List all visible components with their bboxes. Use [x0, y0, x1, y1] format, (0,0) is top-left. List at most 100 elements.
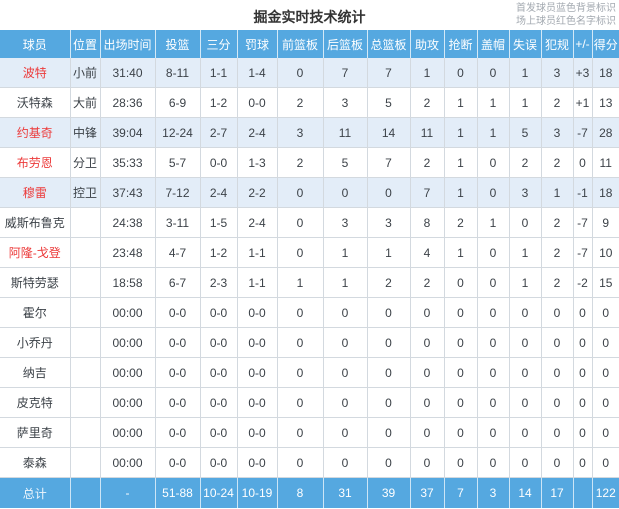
stat-cell: 3: [508, 177, 542, 208]
stat-cell: 00:00: [99, 447, 156, 478]
column-header: 三分: [199, 30, 237, 58]
stat-cell: 37:43: [99, 177, 156, 208]
stat-cell: +1: [572, 87, 593, 118]
stat-cell: 0: [591, 447, 619, 478]
total-row: 总计 -51-88 10-24 10-19 8 31 39 37 7 3 14 17 122: [0, 477, 619, 508]
stat-cell: 15: [591, 267, 619, 298]
player-name: 穆雷: [0, 177, 71, 208]
stat-cell: 3: [322, 87, 368, 118]
stat-cell: 0: [591, 417, 619, 448]
stat-cell: 0: [540, 327, 574, 358]
stat-cell: 0: [276, 58, 324, 88]
stat-cell: 2: [409, 87, 445, 118]
stat-cell: 0-0: [154, 417, 201, 448]
player-row: 波特 小前 31:40 8-11 1-1 1-4 0 7 7 1 0 0 1 3 +3 18: [0, 58, 619, 88]
player-name: 霍尔: [0, 297, 71, 328]
stat-cell: 0: [508, 357, 542, 388]
stat-cell: 大前: [69, 87, 101, 118]
total-stat-cell: 3: [476, 477, 509, 508]
stat-cell: 0: [508, 447, 542, 478]
stat-cell: 1: [476, 207, 510, 238]
stat-cell: 2: [443, 207, 478, 238]
stat-cell: 13: [591, 87, 619, 118]
stat-cell: 7: [366, 58, 411, 88]
legend-line-starters: 首发球员蓝色背景标识: [516, 3, 616, 14]
stat-cell: 0-0: [154, 357, 201, 388]
stat-cell: 3: [366, 207, 411, 238]
stat-cell: 0: [276, 207, 324, 238]
total-stat-cell: [572, 477, 592, 508]
stat-cell: 1: [443, 147, 478, 178]
title-bar: 掘金实时技术统计 首发球员蓝色背景标识 场上球员红色名字标识: [0, 0, 619, 30]
stat-cell: 1: [540, 177, 574, 208]
column-header: 出场时间: [99, 30, 155, 58]
stat-cell: 0: [366, 417, 411, 448]
stat-cell: 0: [366, 447, 411, 478]
stat-cell: 0: [591, 327, 619, 358]
total-stat-cell: 17: [540, 477, 573, 508]
stat-cell: 39:04: [99, 117, 156, 148]
stat-cell: 0: [540, 417, 574, 448]
total-stat-cell: [69, 477, 100, 508]
stat-cell: 4: [409, 237, 445, 268]
stat-cell: 0: [322, 447, 368, 478]
stat-cell: 0: [508, 327, 542, 358]
stat-cell: 2: [409, 267, 445, 298]
player-name: 波特: [0, 58, 71, 88]
stat-cell: 28: [591, 117, 619, 148]
stat-cell: 中锋: [69, 117, 101, 148]
player-row: 穆雷 控卫 37:43 7-12 2-4 2-2 0 0 0 7 1 0 3 1 -1 18: [0, 177, 619, 208]
stat-cell: -7: [572, 117, 593, 148]
stat-cell: 0: [572, 387, 593, 418]
stat-cell: 0-0: [154, 297, 201, 328]
stat-cell: 1-2: [199, 237, 238, 268]
stat-cell: 1: [443, 177, 478, 208]
player-row: 沃特森 大前 28:36 6-9 1-2 0-0 2 3 5 2 1 1 1 2 +1 13: [0, 87, 619, 118]
stat-cell: 控卫: [69, 177, 101, 208]
stat-cell: 0-0: [236, 387, 278, 418]
stat-cell: 0: [572, 417, 593, 448]
player-name: 萨里奇: [0, 417, 71, 448]
stat-cell: 0-0: [236, 327, 278, 358]
stat-cell: 0-0: [236, 417, 278, 448]
stat-cell: 0: [443, 357, 478, 388]
stat-cell: 1-1: [199, 58, 238, 88]
stat-cell: 6-7: [154, 267, 201, 298]
stat-cell: 2: [409, 147, 445, 178]
column-header: 失误: [508, 30, 541, 58]
stat-cell: [69, 267, 101, 298]
player-row: 约基奇 中锋 39:04 12-24 2-7 2-4 3 11 14 11 1 1 5 3 -7 28: [0, 117, 619, 148]
stat-cell: 23:48: [99, 237, 156, 268]
player-name: 阿隆-戈登: [0, 237, 71, 268]
legend: 首发球员蓝色背景标识 场上球员红色名字标识: [516, 2, 616, 28]
stat-cell: [69, 327, 101, 358]
stat-cell: 0: [322, 297, 368, 328]
stat-cell: [69, 297, 101, 328]
stat-cell: 1-3: [236, 147, 278, 178]
stat-cell: 0: [409, 447, 445, 478]
total-stat-cell: 14: [508, 477, 541, 508]
stat-cell: 1: [409, 58, 445, 88]
stat-cell: [69, 207, 101, 238]
total-stat-cell: 10-24: [199, 477, 237, 508]
player-row: 布劳恩 分卫 35:33 5-7 0-0 1-3 2 5 7 2 1 0 2 2 0 11: [0, 147, 619, 178]
stat-cell: 0: [366, 387, 411, 418]
stat-cell: 0: [276, 357, 324, 388]
stat-cell: 0-0: [199, 327, 238, 358]
player-name: 威斯布鲁克: [0, 207, 71, 238]
stat-cell: 5-7: [154, 147, 201, 178]
stat-cell: 11: [409, 117, 445, 148]
stat-cell: 0: [591, 357, 619, 388]
stat-cell: 28:36: [99, 87, 156, 118]
stat-cell: 1: [476, 117, 510, 148]
stat-cell: 2: [508, 147, 542, 178]
stat-cell: 2-3: [199, 267, 238, 298]
stat-cell: 3: [322, 207, 368, 238]
stat-cell: 2-4: [236, 207, 278, 238]
stat-cell: 0: [572, 357, 593, 388]
stat-cell: 0: [276, 327, 324, 358]
player-name: 约基奇: [0, 117, 71, 148]
stat-cell: 0: [409, 327, 445, 358]
stat-cell: 18: [591, 58, 619, 88]
